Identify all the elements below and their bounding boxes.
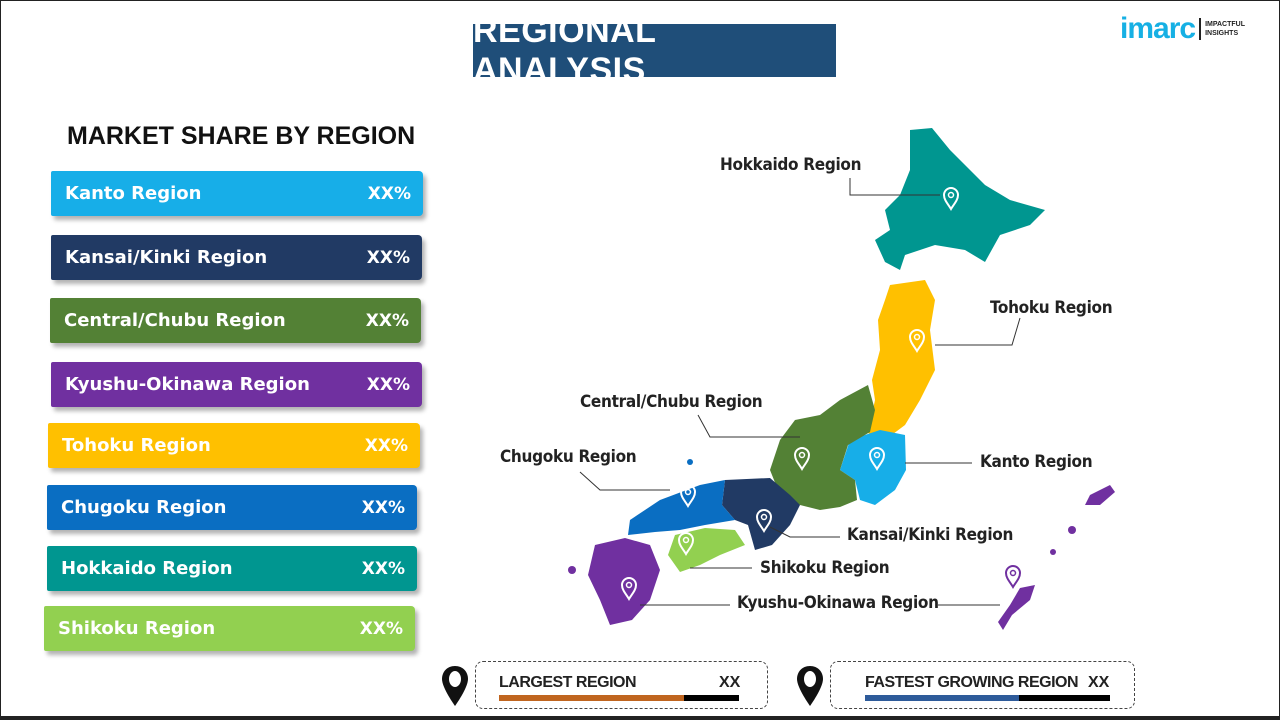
region-share-bar: Central/Chubu Region XX% — [50, 298, 421, 343]
region-share-label: Kansai/Kinki Region — [65, 247, 268, 268]
logo-tagline-2: INSIGHTS — [1205, 30, 1239, 37]
map-pin-icon — [908, 329, 926, 353]
fastest-region-bar-fill — [865, 695, 1020, 701]
region-share-value: XX% — [359, 618, 403, 639]
region-share-value: XX% — [364, 435, 408, 456]
kanto-shape — [840, 430, 906, 505]
region-share-label: Tohoku Region — [62, 435, 211, 456]
region-share-bar: Tohoku Region XX% — [48, 423, 420, 468]
map-pin-icon — [1004, 565, 1022, 589]
region-share-label: Central/Chubu Region — [64, 310, 286, 331]
chugoku-shape — [628, 480, 735, 535]
tohoku-leader — [935, 317, 1021, 346]
label-central: Central/Chubu Region — [580, 392, 763, 412]
region-share-label: Kyushu-Okinawa Region — [65, 374, 310, 395]
island-dot — [687, 459, 693, 465]
hokkaido-shape — [875, 128, 1045, 270]
map-pin-icon — [677, 532, 695, 556]
region-share-bar: Chugoku Region XX% — [47, 485, 417, 530]
amami-islands-shape — [1085, 485, 1115, 505]
central-shape — [770, 385, 875, 510]
leader-lines — [579, 178, 1021, 606]
map-pin-icon — [868, 447, 886, 471]
island-dot — [1050, 549, 1056, 555]
map-pin-icon — [620, 577, 638, 601]
island-dot — [1068, 526, 1076, 534]
largest-region-bar — [499, 695, 739, 701]
shikoku-shape — [668, 528, 745, 572]
chugoku-leader — [579, 471, 670, 491]
fastest-region-label: FASTEST GROWING REGION — [865, 674, 1079, 691]
label-kyushu: Kyushu-Okinawa Region — [737, 593, 939, 613]
region-share-value: XX% — [367, 183, 411, 204]
region-share-value: XX% — [361, 558, 405, 579]
region-share-value: XX% — [365, 310, 409, 331]
region-share-bar: Hokkaido Region XX% — [47, 546, 417, 591]
logo-tagline-1: IMPACTFUL — [1205, 21, 1245, 28]
region-shapes — [568, 128, 1115, 630]
largest-region-card: LARGEST REGION XX — [475, 661, 768, 709]
logo-tagline: IMPACTFUL INSIGHTS — [1205, 20, 1245, 38]
label-kansai: Kansai/Kinki Region — [847, 525, 1014, 545]
label-shikoku: Shikoku Region — [760, 558, 890, 578]
region-share-value: XX% — [366, 374, 410, 395]
region-share-bar: Kanto Region XX% — [51, 171, 423, 216]
label-tohoku: Tohoku Region — [990, 298, 1113, 318]
okinawa-shape — [998, 585, 1035, 630]
map-pin-icon — [793, 447, 811, 471]
map-pin-icon — [755, 509, 773, 533]
market-share-title: MARKET SHARE BY REGION — [67, 122, 416, 150]
logo-divider — [1199, 18, 1202, 40]
largest-region-value: XX — [719, 674, 741, 691]
largest-region-label: LARGEST REGION — [499, 674, 637, 691]
region-share-label: Hokkaido Region — [61, 558, 233, 579]
kansai-leader — [769, 526, 840, 538]
label-hokkaido: Hokkaido Region — [720, 155, 862, 175]
location-pin-icon — [442, 666, 468, 706]
fastest-region-bar — [865, 695, 1110, 701]
island-dot — [568, 566, 576, 574]
tohoku-shape — [868, 280, 935, 440]
region-share-bar: Kansai/Kinki Region XX% — [51, 235, 422, 280]
logo-word: imarc — [1120, 12, 1196, 45]
region-share-value: XX% — [361, 497, 405, 518]
label-chugoku: Chugoku Region — [500, 447, 637, 467]
fastest-growing-region-card: FASTEST GROWING REGION XX — [830, 661, 1135, 709]
location-pin-icon — [797, 666, 823, 706]
largest-region-bar-fill — [499, 695, 684, 701]
region-share-bar: Kyushu-Okinawa Region XX% — [51, 362, 422, 407]
region-share-bar: Shikoku Region XX% — [44, 606, 415, 651]
map-pin-icon — [942, 187, 960, 211]
region-share-label: Kanto Region — [65, 183, 202, 204]
imarc-logo: imarc IMPACTFUL INSIGHTS — [1120, 12, 1245, 46]
map-pins — [620, 187, 1022, 601]
central-leader — [697, 414, 800, 438]
fastest-region-value: XX — [1088, 674, 1110, 691]
label-kanto: Kanto Region — [980, 452, 1093, 472]
map-pin-icon — [679, 484, 697, 508]
hokkaido-leader — [849, 178, 940, 196]
region-share-label: Shikoku Region — [58, 618, 216, 639]
region-share-label: Chugoku Region — [61, 497, 227, 518]
region-share-value: XX% — [366, 247, 410, 268]
